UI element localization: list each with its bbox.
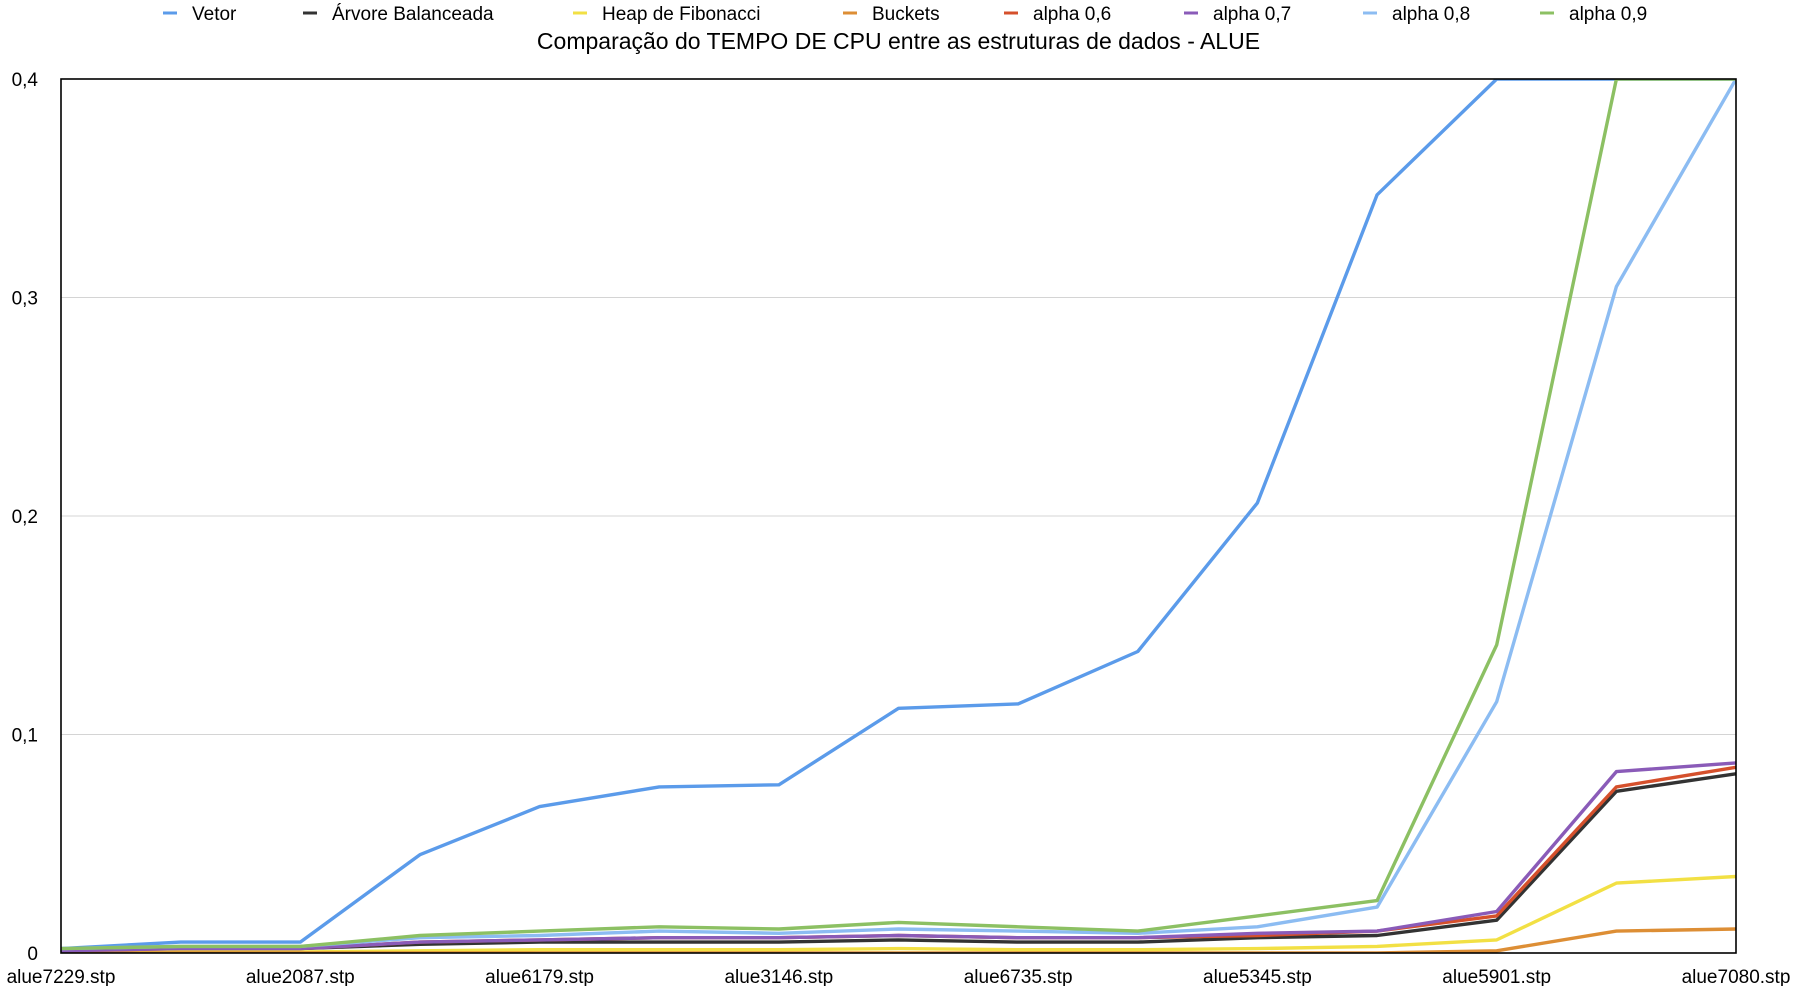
x-tick-label: alue3146.stp	[724, 967, 833, 986]
x-tick-label: alue5345.stp	[1203, 967, 1312, 986]
legend-entry: alpha 0,8	[1392, 4, 1470, 25]
legend-entry: Buckets	[872, 4, 940, 25]
gridlines	[61, 297, 1736, 735]
legend: Vetor Árvore Balanceada Heap de Fibonacci B…	[163, 4, 1647, 25]
x-tick-label: alue6735.stp	[964, 967, 1073, 986]
legend-entry: alpha 0,7	[1213, 4, 1291, 25]
series-line-1	[61, 772, 1736, 953]
y-tick-label: 0,3	[12, 289, 38, 310]
series-line-7	[61, 79, 1736, 951]
x-tick-label: alue2087.stp	[246, 967, 355, 986]
series-line-6	[61, 79, 1736, 951]
legend-entry: Heap de Fibonacci	[602, 4, 760, 25]
x-tick-label: alue6179.stp	[485, 967, 594, 986]
series-line-0	[61, 79, 1736, 951]
series-line-3	[61, 927, 1736, 953]
x-tick-label: alue7229.stp	[7, 967, 116, 986]
x-axis-ticks: alue7229.stp alue2087.stp alue6179.stp alue…	[7, 967, 1791, 986]
legend-entry: Árvore Balanceada	[332, 4, 494, 25]
y-tick-label: 0,2	[12, 507, 38, 528]
series-line-5	[61, 761, 1736, 953]
plot-frame	[60, 78, 1737, 954]
y-tick-label: 0,4	[12, 70, 39, 91]
legend-entry: alpha 0,6	[1033, 4, 1111, 25]
series-lines	[61, 79, 1736, 953]
x-tick-label: alue7080.stp	[1682, 967, 1791, 986]
legend-entry: alpha 0,9	[1569, 4, 1647, 25]
y-tick-label: 0	[27, 944, 38, 965]
chart-title: Comparação do TEMPO DE CPU entre as estr…	[537, 28, 1260, 54]
y-tick-label: 0,1	[12, 726, 38, 747]
x-tick-label: alue5901.stp	[1442, 967, 1551, 986]
y-axis-ticks: 0 0,1 0,2 0,3 0,4	[12, 70, 39, 965]
legend-entry: Vetor	[192, 4, 237, 25]
